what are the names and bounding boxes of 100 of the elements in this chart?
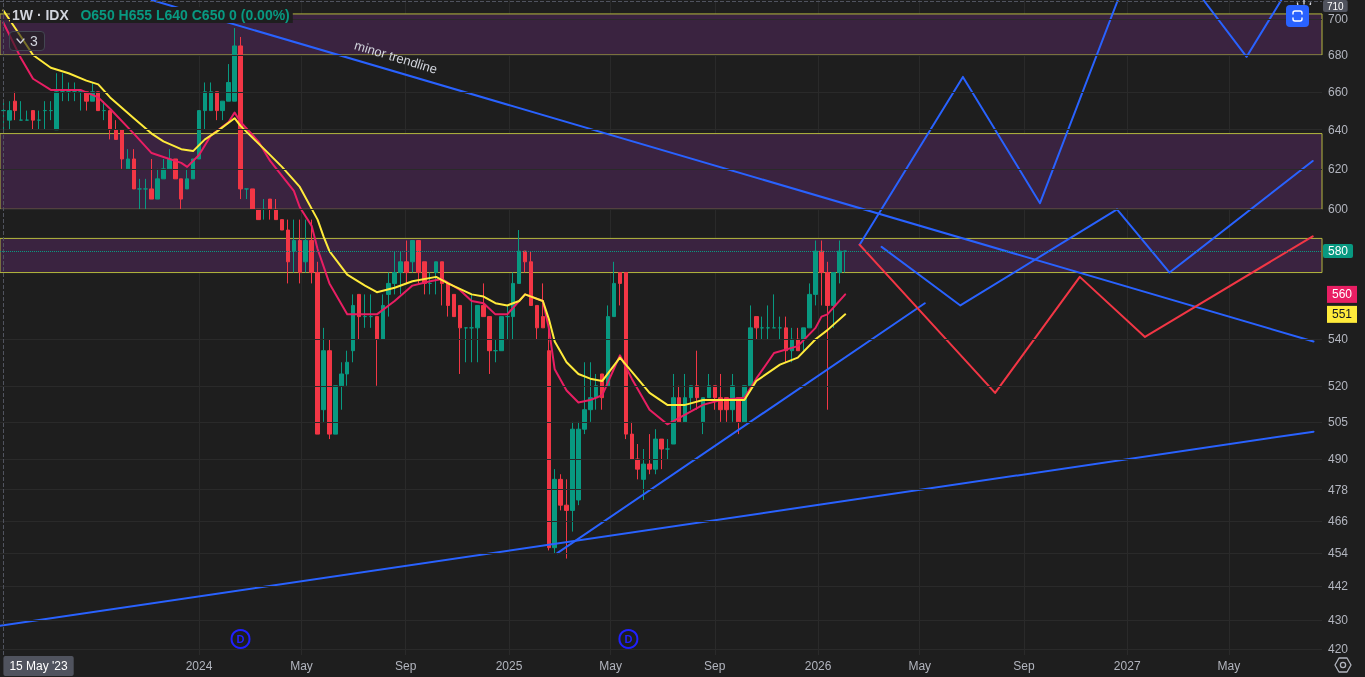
candlestick bbox=[464, 327, 468, 363]
x-tick-label: 2025 bbox=[495, 659, 523, 673]
y-tick-label: 420 bbox=[1328, 642, 1349, 657]
y-tick-label: 442 bbox=[1328, 579, 1349, 594]
candlestick bbox=[286, 219, 290, 284]
candlestick bbox=[784, 316, 788, 363]
candlestick bbox=[653, 428, 658, 475]
x-tick-label: May bbox=[599, 659, 622, 673]
candlestick bbox=[238, 36, 243, 200]
candlestick bbox=[689, 385, 693, 411]
candlestick bbox=[84, 91, 89, 112]
y-tick-label: 540 bbox=[1328, 332, 1349, 347]
candlestick bbox=[13, 91, 17, 121]
x-tick-label: May bbox=[1217, 659, 1241, 673]
candlestick bbox=[132, 148, 136, 190]
candlestick bbox=[766, 304, 770, 340]
candlestick bbox=[244, 188, 249, 200]
x-tick-label: May bbox=[290, 659, 313, 673]
candlestick bbox=[665, 438, 670, 460]
candlestick bbox=[541, 282, 545, 329]
candlestick bbox=[381, 293, 385, 340]
candlestick bbox=[434, 261, 438, 295]
y-tick-label: 505 bbox=[1328, 414, 1349, 429]
candlestick bbox=[321, 327, 326, 423]
y-tick-label: 620 bbox=[1328, 161, 1349, 176]
ref-line-label: 710 bbox=[1327, 0, 1345, 12]
x-tick-label: 2026 bbox=[804, 659, 832, 673]
candlestick bbox=[772, 293, 776, 329]
text: 551 bbox=[1331, 307, 1353, 322]
candlestick bbox=[137, 178, 142, 210]
candlestick bbox=[624, 272, 628, 440]
candlestick bbox=[754, 316, 759, 340]
candlestick bbox=[108, 110, 112, 140]
candlestick bbox=[215, 91, 219, 121]
text: O650 H655 L640 C650 0 (0.00%) bbox=[68, 7, 290, 23]
candlestick bbox=[535, 304, 539, 340]
candlestick bbox=[671, 373, 676, 445]
candlestick bbox=[327, 338, 332, 440]
candlestick bbox=[60, 72, 65, 102]
x-tick-label: Sep bbox=[1013, 659, 1035, 673]
candlestick bbox=[618, 272, 622, 306]
candlestick bbox=[203, 81, 207, 131]
candlestick bbox=[790, 327, 794, 363]
candlestick bbox=[357, 293, 361, 340]
text: 560 bbox=[1331, 287, 1353, 302]
candlestick bbox=[72, 81, 77, 102]
candlestick bbox=[695, 350, 699, 411]
candlestick bbox=[458, 304, 462, 375]
annotation: D bbox=[236, 633, 245, 645]
candlestick bbox=[43, 100, 47, 131]
candlestick bbox=[143, 178, 148, 210]
annotation: minor trendline bbox=[352, 37, 440, 77]
y-tick-label: 700 bbox=[1328, 12, 1349, 27]
x-tick-label: May bbox=[908, 659, 932, 673]
candlestick bbox=[268, 198, 272, 221]
x-tick-label: 2027 bbox=[1113, 659, 1141, 673]
text: 1W · IDX bbox=[12, 7, 70, 23]
candlestick bbox=[647, 433, 652, 475]
y-tick-label: 430 bbox=[1328, 613, 1349, 628]
candlestick bbox=[452, 293, 456, 318]
candlestick bbox=[66, 81, 71, 102]
candlestick bbox=[641, 448, 646, 501]
candlestick bbox=[54, 72, 59, 131]
x-tick-label: Sep bbox=[394, 659, 417, 673]
candlestick bbox=[707, 373, 711, 399]
candlestick bbox=[612, 261, 616, 318]
candlestick bbox=[280, 219, 284, 231]
candlestick bbox=[369, 293, 373, 329]
candlestick bbox=[523, 250, 527, 274]
y-tick-label: 660 bbox=[1328, 84, 1349, 99]
candlestick bbox=[428, 272, 432, 295]
candlestick bbox=[114, 119, 118, 140]
ref-line-label: 580 bbox=[1328, 244, 1349, 259]
candlestick bbox=[126, 148, 130, 170]
line-series bbox=[858, 235, 1314, 394]
candlestick bbox=[120, 129, 124, 170]
candlestick bbox=[446, 282, 450, 318]
y-tick-label: 466 bbox=[1328, 513, 1349, 528]
candlestick bbox=[659, 438, 664, 470]
candlestick bbox=[209, 81, 213, 112]
candlestick bbox=[760, 316, 764, 340]
candlestick bbox=[730, 373, 735, 423]
y-tick-label: 520 bbox=[1328, 378, 1349, 393]
ref-line-label: 15 May '23 bbox=[9, 659, 69, 673]
candlestick bbox=[375, 316, 379, 387]
candlestick bbox=[250, 188, 255, 210]
candlestick bbox=[529, 250, 533, 306]
x-tick-label: Sep bbox=[704, 659, 726, 673]
candlestick bbox=[19, 100, 23, 121]
candlestick bbox=[31, 110, 35, 131]
candlestick bbox=[404, 240, 409, 284]
candlestick bbox=[594, 373, 598, 411]
candlestick bbox=[363, 293, 367, 329]
candlestick bbox=[778, 316, 782, 340]
candlestick bbox=[185, 168, 189, 190]
annotation: D bbox=[624, 633, 633, 645]
x-tick-label: 2024 bbox=[185, 659, 213, 673]
candlestick bbox=[298, 219, 302, 284]
candlestick bbox=[37, 110, 41, 131]
y-tick-label: 478 bbox=[1328, 482, 1349, 497]
